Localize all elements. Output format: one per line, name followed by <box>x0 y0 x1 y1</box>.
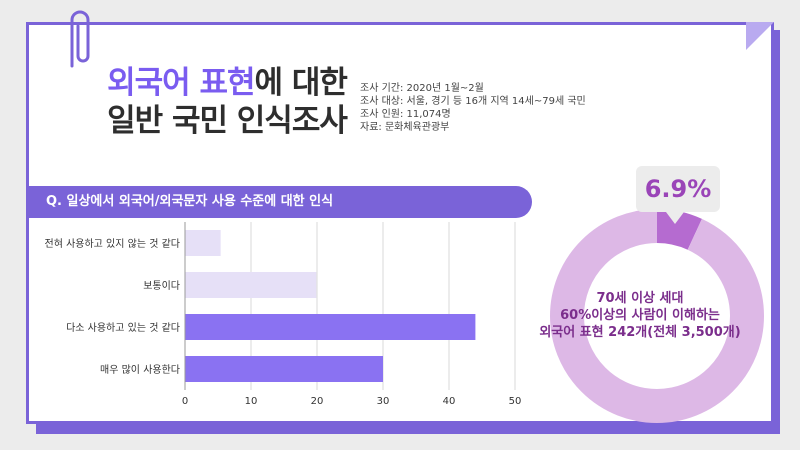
donut-caption-line1: 70세 이상 세대 <box>596 291 684 306</box>
x-tick-label: 40 <box>443 396 456 407</box>
donut-slice <box>550 209 764 423</box>
percent-bubble-tail <box>666 212 684 224</box>
title-line2: 일반 국민 인식조사 <box>107 103 348 139</box>
x-tick-label: 30 <box>377 396 390 407</box>
survey-info: 조사 기간: 2020년 1월~2월 조사 대상: 서울, 경기 등 16개 지… <box>360 82 586 134</box>
x-tick-label: 0 <box>182 396 188 407</box>
bar <box>185 230 221 256</box>
bar <box>185 314 476 340</box>
survey-target: 조사 대상: 서울, 경기 등 16개 지역 14세~79세 국민 <box>360 96 586 107</box>
paperclip-icon <box>70 10 90 68</box>
donut-caption-line3: 외국어 표현 242개(전체 3,500개) <box>539 325 741 340</box>
category-label: 다소 사용하고 있는 것 같다 <box>66 321 180 334</box>
bar <box>185 272 317 298</box>
bar <box>185 356 383 382</box>
survey-period: 조사 기간: 2020년 1월~2월 <box>360 83 484 94</box>
category-label: 매우 많이 사용한다 <box>100 364 180 376</box>
donut-caption: 70세 이상 세대 60%이상의 사람이 이해하는 외국어 표현 242개(전체… <box>520 290 760 341</box>
x-tick-label: 50 <box>509 396 522 407</box>
question-banner: Q. 일상에서 외국어/외국문자 사용 수준에 대한 인식 <box>26 186 532 218</box>
category-label: 보통이다 <box>143 280 180 292</box>
page-title: 외국어 표현에 대한 일반 국민 인식조사 <box>92 64 362 140</box>
folded-corner <box>746 22 774 50</box>
title-accent: 외국어 표현 <box>107 65 255 101</box>
survey-source: 자료: 문화체육관광부 <box>360 122 450 133</box>
x-tick-label: 20 <box>311 396 324 407</box>
category-label: 전혀 사용하고 있지 않는 것 같다 <box>45 237 181 250</box>
donut-caption-line2: 60%이상의 사람이 이해하는 <box>560 308 720 323</box>
survey-count: 조사 인원: 11,074명 <box>360 109 451 120</box>
percent-bubble: 6.9% <box>636 166 720 212</box>
x-tick-label: 10 <box>245 396 258 407</box>
title-rest: 에 대한 <box>254 65 348 101</box>
